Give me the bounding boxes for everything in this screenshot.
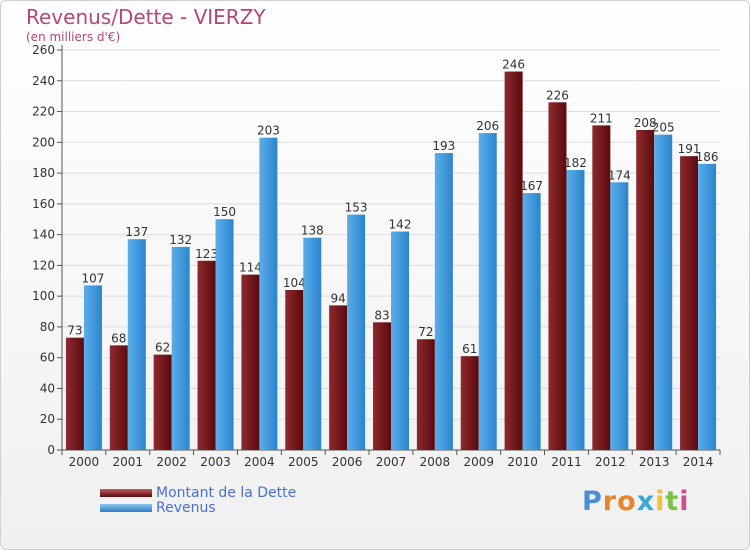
bar-revenus [127,239,146,450]
y-tick-label: 100 [32,289,55,303]
data-label: 83 [374,308,389,322]
data-label: 174 [608,168,631,182]
y-tick-label: 60 [40,351,55,365]
x-tick-label: 2011 [551,455,582,469]
bar-dette [548,102,567,451]
data-label: 206 [476,119,499,133]
x-tick-label: 2009 [463,455,494,469]
bar-revenus [391,231,409,450]
y-tick-label: 240 [32,74,55,88]
data-label: 203 [257,124,280,138]
data-label: 150 [213,205,236,219]
y-tick-label: 200 [32,135,55,149]
bar-dette [460,356,479,450]
data-label: 137 [125,225,148,239]
bar-dette [285,290,304,450]
y-tick-label: 40 [40,381,55,395]
data-label: 142 [389,218,412,232]
legend-label-revenus: Revenus [156,500,216,516]
bar-revenus [171,246,190,450]
data-label: 73 [67,324,82,338]
legend-label-dette: Montant de la Dette [156,485,297,501]
bar-revenus [347,214,366,450]
data-label: 61 [462,342,477,356]
x-tick-label: 2013 [639,455,670,469]
bar-revenus [698,163,717,450]
x-tick-label: 2000 [69,455,100,469]
x-tick-label: 2010 [507,455,538,469]
data-label: 246 [502,58,525,72]
bar-dette [109,345,128,450]
data-label: 104 [283,276,306,290]
bar-dette [329,305,348,450]
x-tick-label: 2014 [683,455,714,469]
data-label: 167 [520,179,543,193]
bar-revenus [303,237,322,450]
chart-subtitle: (en milliers d'€) [26,30,121,44]
data-label: 205 [652,121,675,135]
data-label: 226 [546,88,569,102]
bar-revenus [478,133,497,451]
y-tick-label: 20 [40,412,55,426]
data-label: 107 [81,271,104,285]
data-label: 94 [330,291,345,305]
bar-dette [504,71,523,451]
data-label: 132 [169,233,192,247]
data-label: 72 [418,325,433,339]
data-label: 182 [564,156,587,170]
data-label: 114 [239,261,262,275]
x-tick-label: 2001 [113,455,144,469]
data-label: 191 [678,142,701,156]
data-label: 193 [432,139,455,153]
data-label: 62 [155,341,170,355]
data-label: 186 [696,150,719,164]
bar-revenus [83,285,102,450]
bar-dette [416,339,435,450]
bar-dette [592,125,611,450]
data-label: 211 [590,111,613,125]
data-label: 138 [301,224,324,238]
y-tick-label: 160 [32,197,55,211]
y-tick-label: 260 [32,43,55,57]
data-label: 68 [111,331,126,345]
x-tick-label: 2007 [376,455,407,469]
chart-title: Revenus/Dette - VIERZY [26,5,266,29]
x-tick-label: 2004 [244,455,275,469]
bar-revenus [610,182,629,451]
bar-dette [153,354,172,450]
bar-dette [636,130,655,450]
bar-revenus [654,134,673,450]
y-tick-label: 220 [32,105,55,119]
x-tick-label: 2002 [156,455,187,469]
x-tick-label: 2008 [420,455,451,469]
y-tick-label: 140 [32,228,55,242]
x-tick-label: 2005 [288,455,319,469]
bar-dette [197,260,216,450]
proxiti-logo: Proxiti [582,486,690,517]
data-label: 153 [345,201,368,215]
bar-revenus [215,219,234,450]
data-label: 123 [195,247,218,261]
bar-revenus [434,153,453,451]
bar-dette [65,337,84,450]
legend-swatch-dette [100,489,152,497]
data-label: 208 [634,116,657,130]
y-tick-label: 0 [47,443,55,457]
bar-dette [373,322,391,450]
bar-dette [241,274,260,450]
y-tick-label: 180 [32,166,55,180]
bar-revenus [259,137,278,450]
y-tick-label: 80 [40,320,55,334]
x-tick-label: 2006 [332,455,363,469]
x-tick-label: 2003 [200,455,231,469]
y-tick-label: 120 [32,258,55,272]
x-tick-label: 2012 [595,455,626,469]
legend-swatch-revenus [100,504,152,512]
bar-dette [680,156,699,450]
bar-revenus [522,193,541,451]
bar-revenus [566,170,585,450]
